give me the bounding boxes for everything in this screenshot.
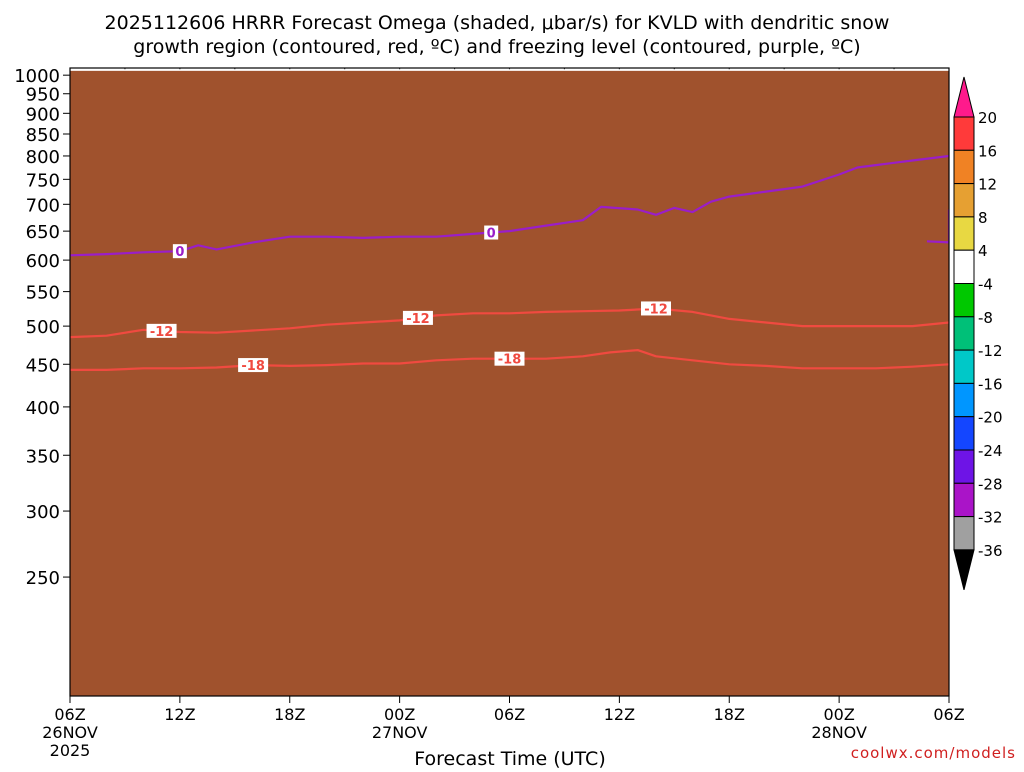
colorbar: 20 16 12 8 4 -4 -8 -12 -16 -20 -24 -28 -32 -36: [953, 76, 1003, 591]
contour-label: -18: [241, 359, 265, 374]
y-tick-label: 700: [26, 195, 60, 216]
colorbar-cap-bottom: [953, 549, 975, 591]
y-tick-label: 400: [26, 398, 60, 419]
colorbar-bin: [953, 416, 975, 451]
x-tick-date: 27NOV: [372, 723, 428, 742]
x-tick-label: 12Z: [164, 705, 195, 724]
colorbar-label: -16: [978, 375, 1003, 393]
colorbar-bin: [953, 183, 975, 218]
watermark: coolwx.com/models: [851, 744, 1016, 762]
y-tick-label: 500: [26, 317, 60, 338]
plot-area: -18 -18 -12 -12 -12 0 0: [69, 67, 950, 697]
contour-line: [70, 307, 949, 339]
colorbar-label: 16: [978, 142, 997, 160]
y-tick-label: 1000: [14, 66, 60, 87]
colorbar-label: 12: [978, 176, 997, 194]
colorbar-bin: [953, 316, 975, 351]
contour-label-bg: [146, 323, 177, 338]
x-tick-date: 26NOV: [42, 723, 98, 742]
x-tick-label: 00Z: [823, 705, 854, 724]
y-tick-label: 900: [26, 104, 60, 125]
colorbar-label: -8: [978, 309, 993, 327]
colorbar-label: -32: [978, 509, 1003, 527]
contour-line: [70, 154, 949, 257]
y-tick-label: 950: [26, 85, 60, 106]
y-tick-label: 450: [26, 355, 60, 376]
contour-label: 0: [175, 245, 184, 260]
chart-title-line1: 2025112606 HRRR Forecast Omega (shaded, …: [105, 12, 890, 34]
colorbar-bin: [953, 283, 975, 318]
contour-label-bg: [238, 358, 269, 373]
contour-label-bg: [402, 310, 433, 325]
colorbar-label: -24: [978, 442, 1003, 460]
colorbar-label: -20: [978, 409, 1003, 427]
colorbar-label: 8: [978, 209, 988, 227]
contour-label: -12: [150, 325, 174, 340]
colorbar-bin: [953, 349, 975, 384]
temperature-contours: -18 -18 -12 -12 -12 0 0: [70, 154, 949, 374]
contour-label: -18: [498, 353, 522, 368]
ground-terrain: [70, 70, 949, 696]
x-axis-label: Forecast Time (UTC): [414, 748, 605, 768]
contour-label-bg: [172, 244, 187, 259]
y-tick-label: 350: [26, 446, 60, 467]
x-tick-label: 00Z: [384, 705, 415, 724]
x-tick-label: 06Z: [933, 705, 964, 724]
y-tick-label: 650: [26, 222, 60, 243]
contour-label-bg: [641, 301, 671, 316]
contour-label: -12: [406, 312, 430, 327]
x-tick-label: 12Z: [604, 705, 635, 724]
colorbar-label: -4: [978, 276, 993, 294]
y-tick-label: 250: [26, 568, 60, 589]
y-axis: 2503003504004505005506006507007508008509…: [14, 66, 70, 589]
colorbar-label: -28: [978, 475, 1003, 493]
colorbar-bin: [953, 516, 975, 551]
x-tick-label: 06Z: [54, 705, 85, 724]
colorbar-bin: [953, 249, 975, 284]
colorbar-label: 20: [978, 109, 997, 127]
contour-label: -12: [644, 302, 668, 317]
colorbar-bin: [953, 149, 975, 185]
colorbar-bin: [953, 382, 975, 418]
contour-line: [70, 349, 949, 371]
colorbar-bin: [953, 216, 975, 251]
contour-label-bg: [494, 351, 525, 366]
y-tick-label: 550: [26, 283, 60, 304]
contour-label-bg: [484, 225, 499, 240]
y-tick-label: 850: [26, 125, 60, 146]
x-tick-date: 28NOV: [811, 723, 867, 742]
x-tick-label: 06Z: [494, 705, 525, 724]
colorbar-bin: [953, 482, 975, 518]
chart-title-line2: growth region (contoured, red, ºC) and f…: [133, 36, 860, 58]
y-tick-label: 300: [26, 502, 60, 523]
y-tick-label: 800: [26, 147, 60, 168]
colorbar-label: 4: [978, 242, 988, 260]
colorbar-label: -12: [978, 342, 1003, 360]
colorbar-bin: [953, 449, 975, 484]
x-tick-label: 18Z: [714, 705, 745, 724]
colorbar-label: -36: [978, 542, 1003, 560]
contour-label: 0: [487, 227, 496, 242]
y-tick-label: 750: [26, 170, 60, 191]
colorbar-bin: [953, 116, 975, 151]
colorbar-cap-top: [953, 76, 975, 118]
x-tick-label: 18Z: [274, 705, 305, 724]
contour-line: [926, 209, 949, 244]
x-tick-year: 2025: [50, 741, 91, 760]
y-tick-label: 600: [26, 251, 60, 272]
